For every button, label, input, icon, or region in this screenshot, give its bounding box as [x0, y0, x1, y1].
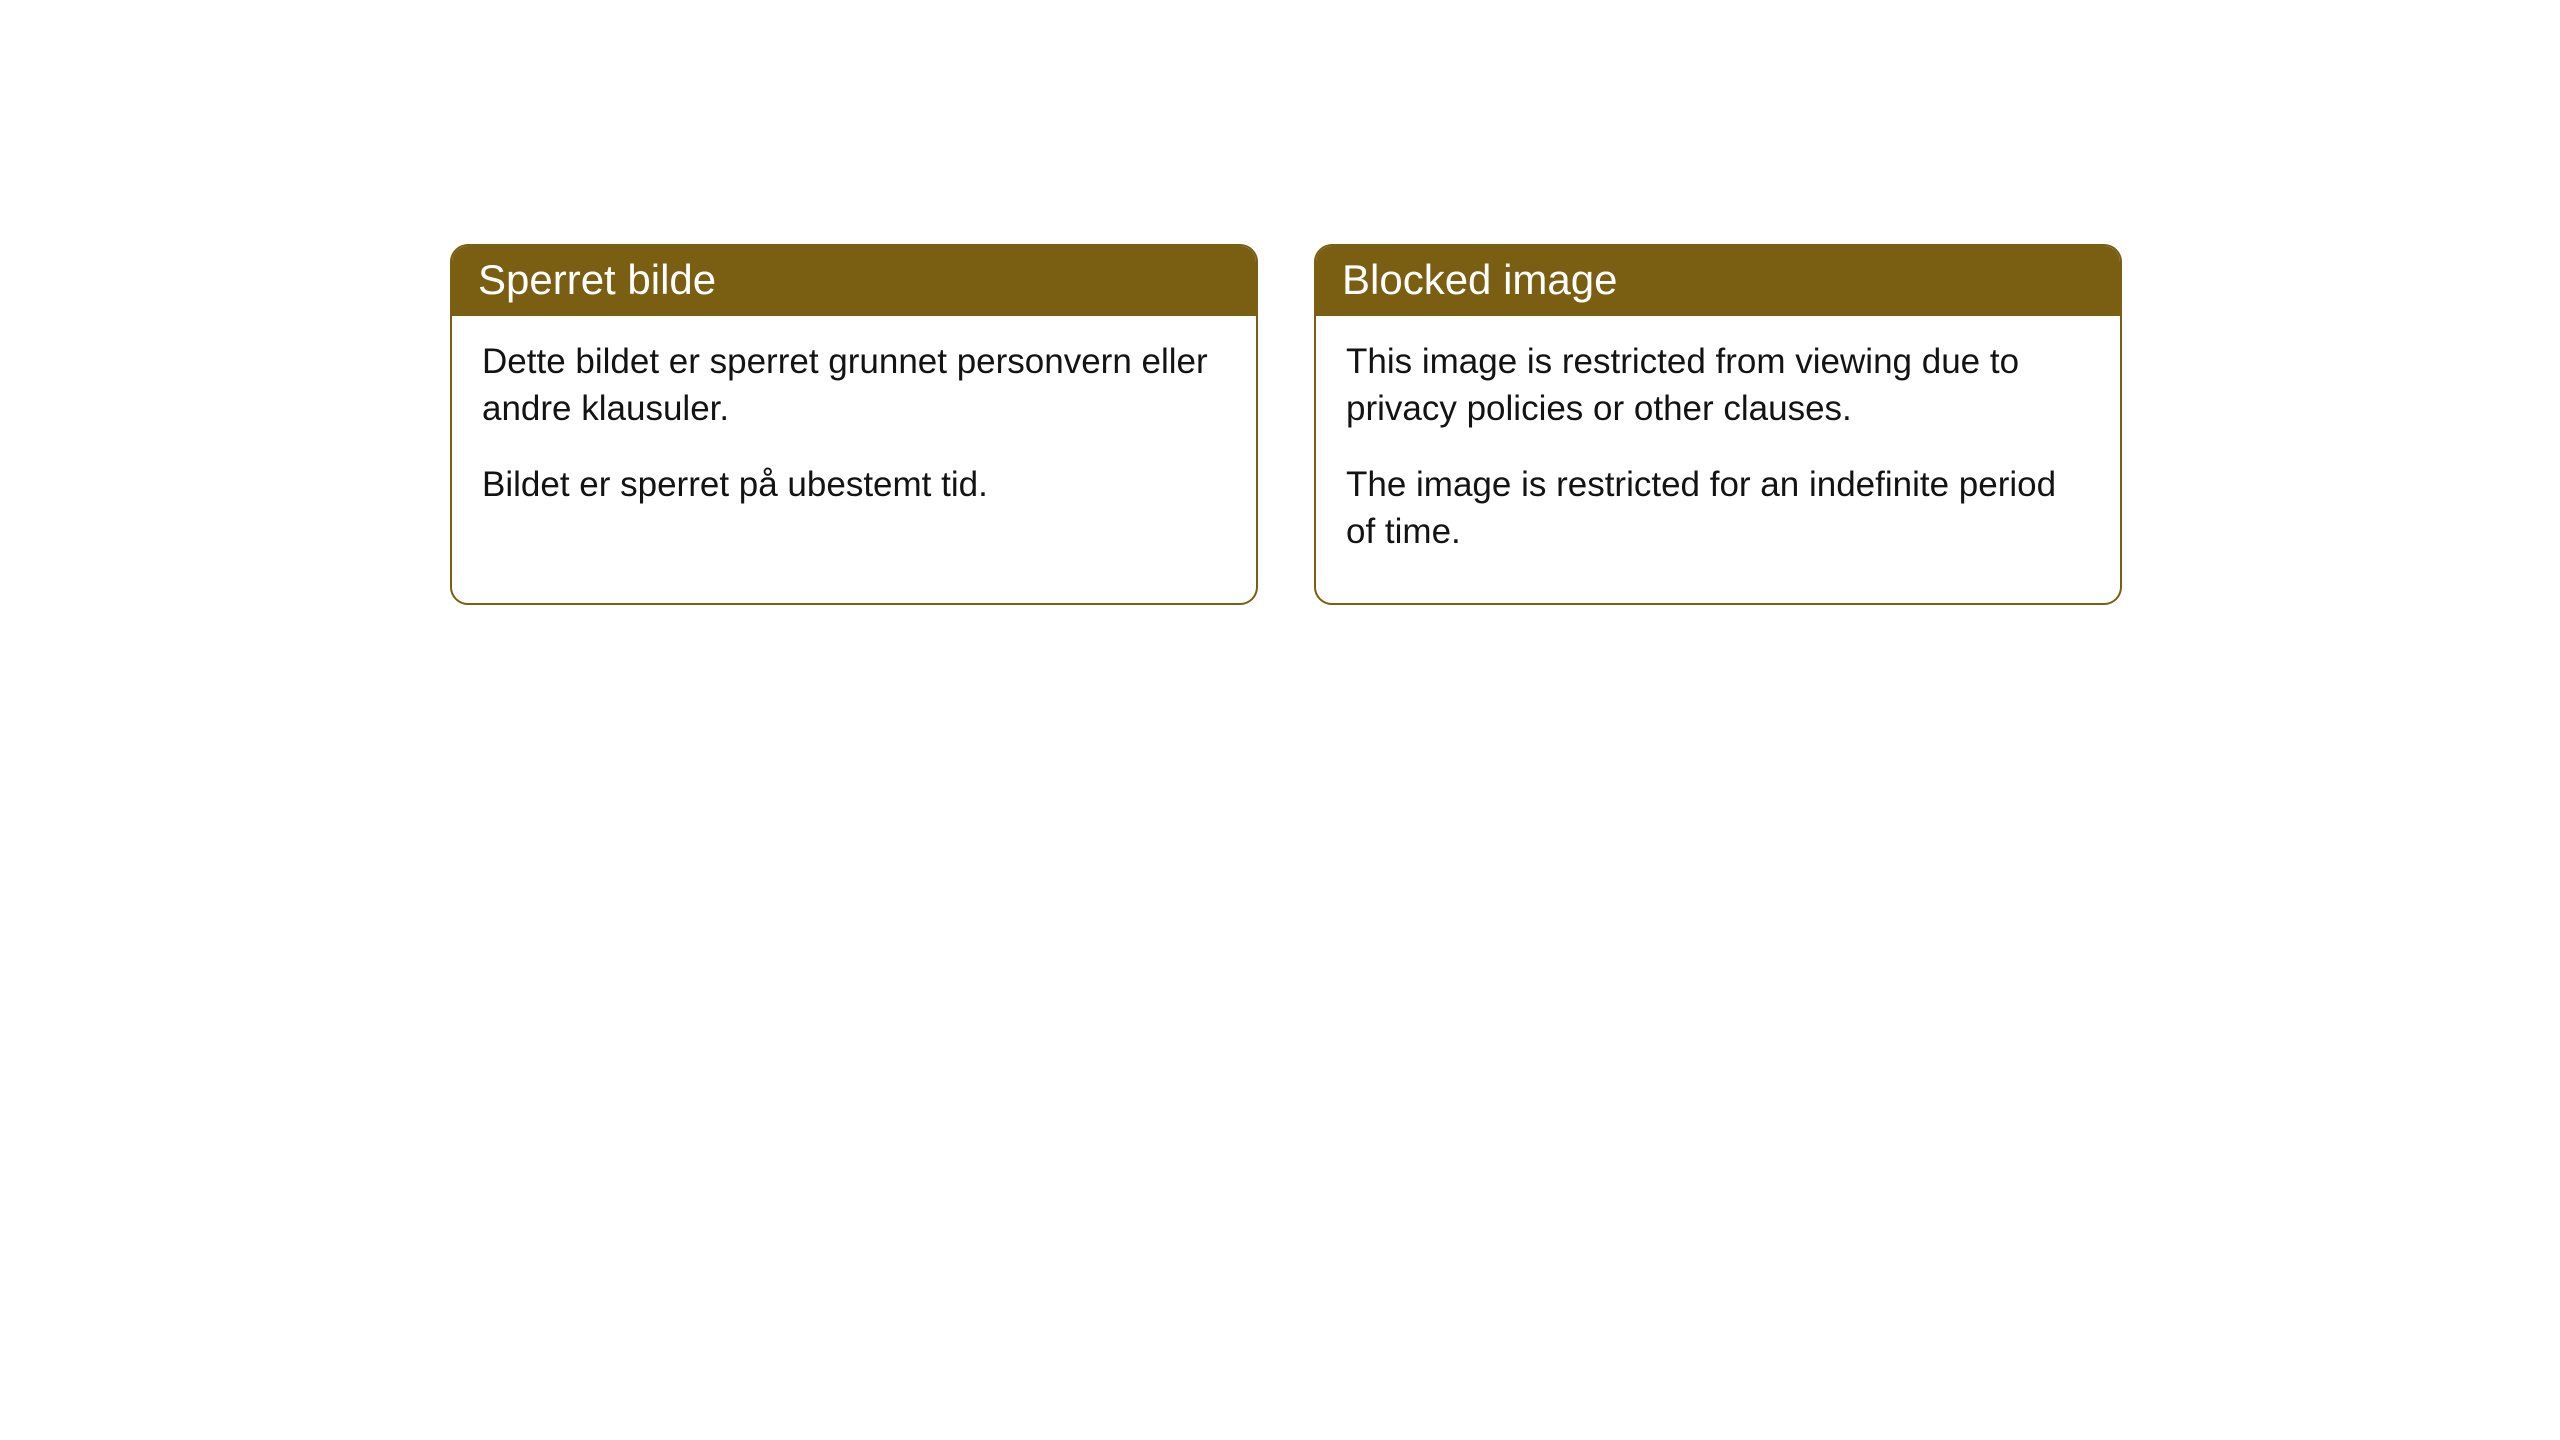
card-header-english: Blocked image [1316, 246, 2120, 316]
card-body-norwegian: Dette bildet er sperret grunnet personve… [452, 316, 1256, 556]
card-title: Blocked image [1342, 256, 1617, 303]
card-paragraph: This image is restricted from viewing du… [1346, 338, 2090, 433]
card-english: Blocked image This image is restricted f… [1314, 244, 2122, 605]
card-paragraph: Dette bildet er sperret grunnet personve… [482, 338, 1226, 433]
card-paragraph: The image is restricted for an indefinit… [1346, 461, 2090, 556]
cards-container: Sperret bilde Dette bildet er sperret gr… [450, 244, 2122, 605]
card-norwegian: Sperret bilde Dette bildet er sperret gr… [450, 244, 1258, 605]
card-header-norwegian: Sperret bilde [452, 246, 1256, 316]
card-paragraph: Bildet er sperret på ubestemt tid. [482, 461, 1226, 508]
card-title: Sperret bilde [478, 256, 716, 303]
card-body-english: This image is restricted from viewing du… [1316, 316, 2120, 603]
